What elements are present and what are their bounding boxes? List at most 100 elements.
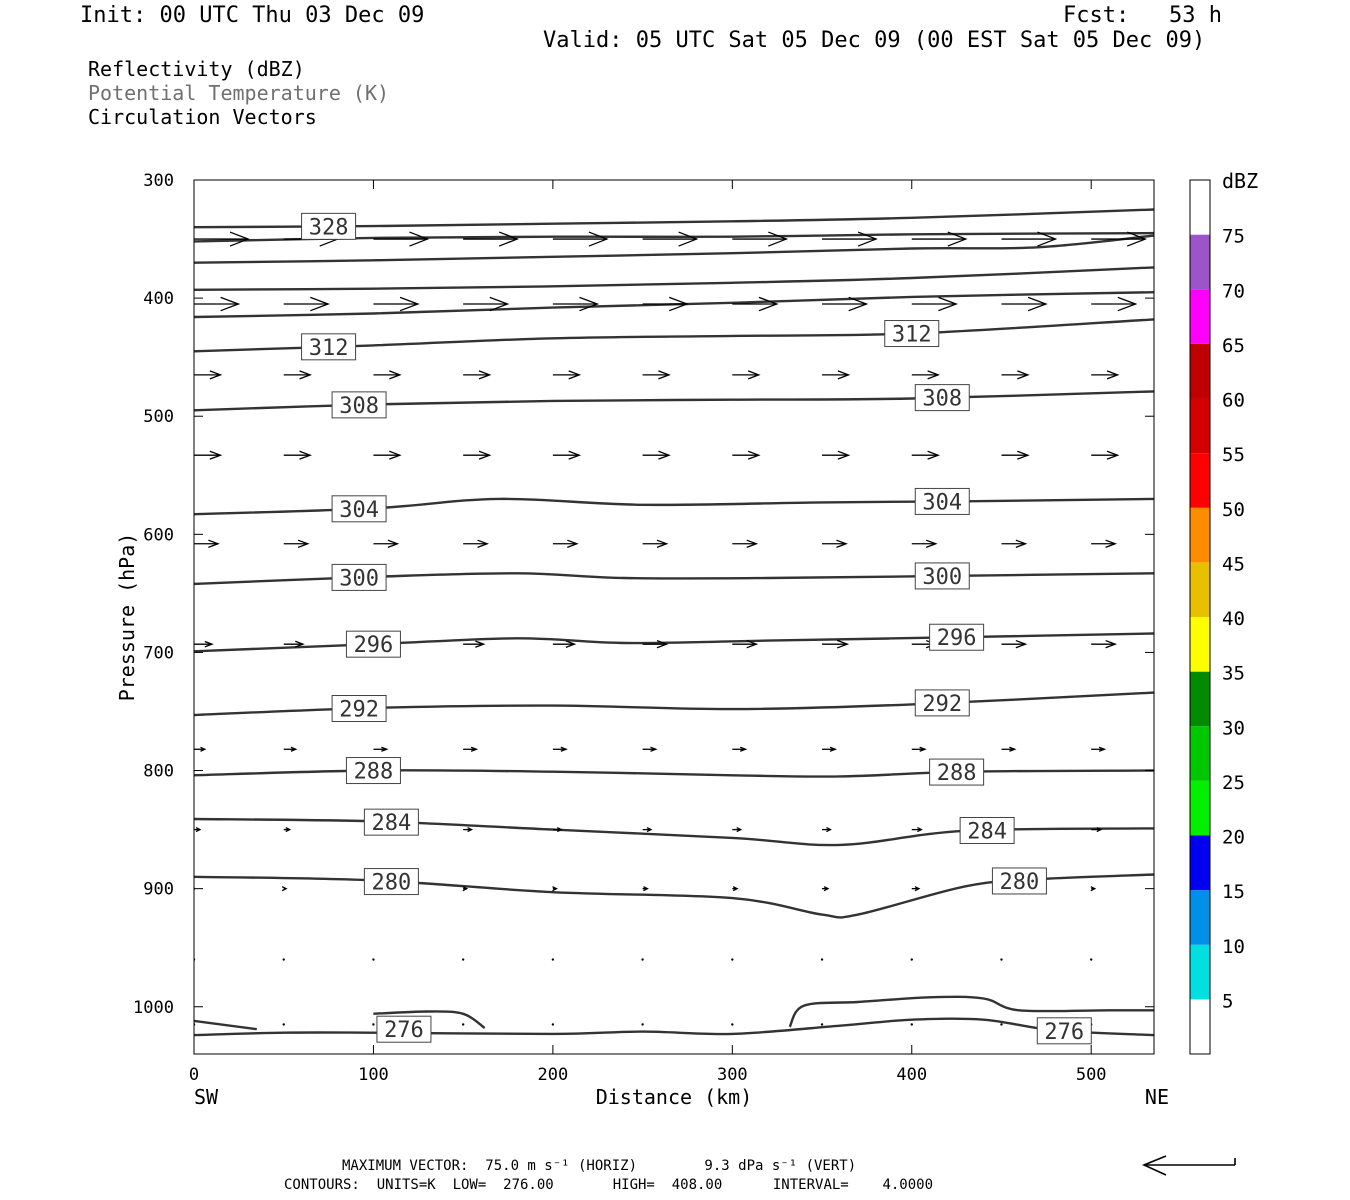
contour-label-text: 284 xyxy=(372,811,412,836)
wind-vector xyxy=(822,746,838,752)
colorbar-label: 70 xyxy=(1222,280,1245,302)
wind-vector xyxy=(194,296,241,312)
colorbar-label: 55 xyxy=(1222,444,1245,466)
wind-vector xyxy=(462,886,469,892)
wind-vector-head xyxy=(290,746,298,752)
contour-label-288: 288 xyxy=(345,757,401,785)
contour-label-296: 296 xyxy=(929,623,985,651)
contour-label-box xyxy=(301,212,357,240)
wind-vector xyxy=(911,886,921,892)
wind-vector-head xyxy=(919,746,927,752)
wind-vector xyxy=(463,827,474,833)
wind-vector xyxy=(642,539,669,548)
contour-label-304: 304 xyxy=(331,495,387,523)
contour-label-text: 284 xyxy=(967,820,1007,845)
wind-vector-head xyxy=(204,640,214,648)
wind-vector xyxy=(911,450,941,460)
wind-vector-head xyxy=(299,370,312,380)
wind-vector-head xyxy=(195,827,202,833)
wind-vector xyxy=(1090,886,1097,892)
contour-label-text: 304 xyxy=(922,490,962,515)
wind-vector xyxy=(1091,296,1138,312)
wind-vector xyxy=(732,827,743,833)
colorbar-label: 35 xyxy=(1222,663,1245,685)
wind-vector xyxy=(1000,1023,1003,1026)
wind-vector-head xyxy=(938,296,959,312)
wind-vector xyxy=(911,539,938,548)
wind-vector-head xyxy=(475,640,486,648)
wind-vector xyxy=(642,639,669,649)
wind-vector-dot xyxy=(731,1023,734,1026)
contour-label-text: 292 xyxy=(922,692,962,717)
wind-vector xyxy=(283,640,305,648)
colorbar-segment xyxy=(1190,234,1210,290)
wind-vector xyxy=(910,958,913,961)
contour-label-text: 288 xyxy=(354,760,394,785)
wind-vector xyxy=(822,231,878,247)
contour-label-312: 312 xyxy=(301,333,357,361)
colorbar-segment xyxy=(1190,453,1210,508)
field-vectors: Circulation Vectors xyxy=(88,105,317,129)
wind-vector-head xyxy=(381,746,389,752)
wind-vector xyxy=(642,827,653,833)
field-theta: Potential Temperature (K) xyxy=(88,81,390,105)
wind-vector-dot xyxy=(1000,958,1003,961)
theta-contour-320 xyxy=(194,234,1154,264)
wind-vector-head xyxy=(669,296,689,312)
wind-vector xyxy=(463,746,479,752)
wind-vector-head xyxy=(560,746,568,752)
wind-vector-head xyxy=(746,539,759,548)
wind-vector-head xyxy=(389,450,402,460)
wind-vector-head xyxy=(1096,827,1103,833)
wind-vector xyxy=(642,746,658,752)
wind-vector xyxy=(552,539,579,548)
wind-vector xyxy=(820,958,824,961)
contour-label-text: 304 xyxy=(339,498,379,523)
wind-vector xyxy=(1001,539,1028,548)
contour-label-box xyxy=(914,487,970,515)
colorbar-segment xyxy=(1190,180,1210,235)
wind-vector-head xyxy=(552,886,558,892)
wind-vector-dot xyxy=(372,958,375,961)
colorbar-label: 45 xyxy=(1222,553,1245,575)
contour-label-text: 312 xyxy=(892,323,932,348)
wind-vector xyxy=(463,370,492,380)
wind-vector-head xyxy=(1015,639,1028,649)
wind-vector xyxy=(1091,231,1147,247)
wind-vector-head xyxy=(848,296,869,312)
wind-vector-head xyxy=(947,231,968,247)
wind-vector-head xyxy=(656,539,669,548)
contour-label-box xyxy=(929,758,985,786)
wind-vector xyxy=(731,1023,734,1026)
wind-vector-head xyxy=(229,231,250,247)
wind-vector-head xyxy=(1009,746,1017,752)
contour-label-text: 328 xyxy=(309,215,349,240)
contour-label-box xyxy=(929,623,985,651)
wind-vector xyxy=(194,539,220,548)
wind-vector-head xyxy=(829,746,838,752)
wind-vector-head xyxy=(650,746,658,752)
contour-label-300: 300 xyxy=(914,562,970,590)
wind-vector xyxy=(1001,231,1058,247)
wind-vector xyxy=(642,231,699,247)
wind-vector xyxy=(641,958,644,961)
wind-vector-head xyxy=(389,370,402,380)
x-tick-label: 100 xyxy=(358,1065,389,1085)
wind-vector-head xyxy=(747,370,761,380)
wind-vector-head xyxy=(917,827,923,833)
contour-label-312: 312 xyxy=(884,320,940,348)
wind-vector xyxy=(283,746,298,752)
colorbar-label: 25 xyxy=(1222,772,1245,794)
contour-info: CONTOURS: UNITS=K LOW= 276.00 HIGH= 408.… xyxy=(284,1177,934,1193)
y-tick-label: 900 xyxy=(143,880,174,900)
wind-vector xyxy=(642,450,671,460)
wind-vector-head xyxy=(823,886,830,892)
contour-label-box xyxy=(376,1015,432,1043)
contour-label-308: 308 xyxy=(331,391,387,419)
wind-vector xyxy=(910,1023,913,1026)
wind-vector xyxy=(732,296,779,312)
wind-vector xyxy=(372,958,375,961)
colorbar-segment xyxy=(1190,343,1210,399)
wind-vector xyxy=(1001,746,1017,752)
